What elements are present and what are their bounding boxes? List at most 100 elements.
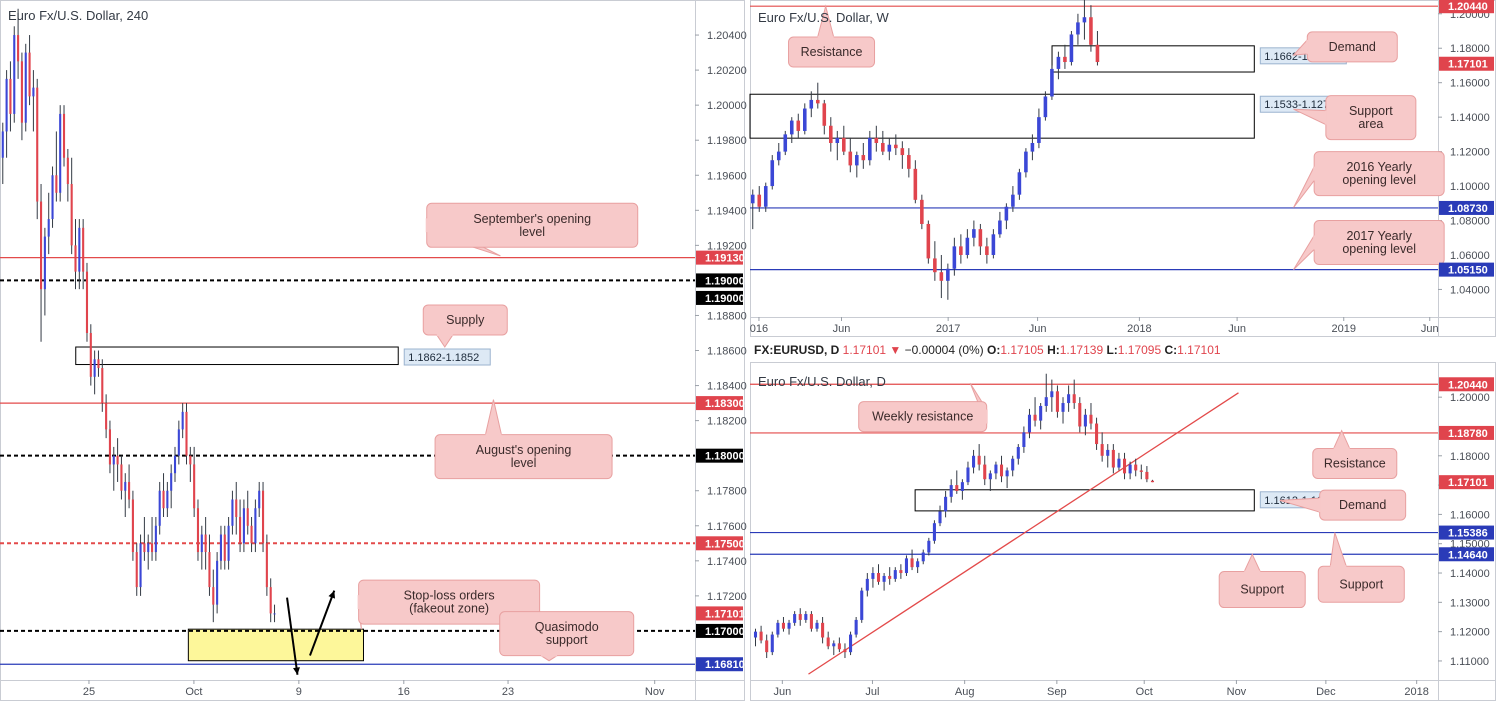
h4-chart-panel[interactable]: 1.20400 1.20200 1.20000 1.19800 1.19600 1.194… [0,0,747,701]
h4-zone-box [75,346,399,366]
h4-arrow-shaft [309,590,336,656]
daily-y-tick-label: 1.16000 [1450,509,1490,521]
h4-candle-body [85,271,89,333]
daily-candle-body [765,640,769,653]
daily-price-tag-label: 1.20440 [1448,379,1488,391]
h4-price-tag [696,657,743,672]
daily-candle-body [966,467,970,483]
h4-candle-body [204,534,207,553]
daily-x-tick-label: Jul [865,686,879,698]
h4-y-tick-label: 1.19200 [707,240,747,252]
daily-candle-body [832,643,836,647]
weekly-candle-body [1063,56,1067,63]
h4-candle-body [265,543,268,588]
h4-candle-body [66,157,69,185]
h4-candle-body [162,490,165,509]
daily-candle-body [871,573,875,579]
daily-x-tick-label: Nov [1227,686,1247,698]
daily-candle-body [932,523,936,541]
h4-candle-body [1,131,4,158]
daily-x-tick-label: Jun [773,686,791,698]
daily-x-tick-label: Oct [1136,686,1153,698]
h4-candle-body [196,508,200,553]
weekly-callout-text: Resistance [801,45,863,59]
daily-candle-body [927,540,931,553]
weekly-chart-panel[interactable]: 1.200001.180001.160001.140001.120001.100… [749,0,1496,337]
daily-price-tag [1439,547,1494,562]
h4-price-tag [696,250,743,265]
weekly-zone-label: 1.1533-1.1278 [1264,99,1335,111]
weekly-candle-body [1069,34,1074,63]
h4-chart-title: Euro Fx/U.S. Dollar, 240 [8,8,148,23]
weekly-price-tag [1439,200,1494,215]
weekly-candle-body [881,142,885,152]
daily-candle-body [781,622,785,629]
daily-candle-body [977,455,981,465]
weekly-callout-text: opening level [1342,242,1416,256]
daily-callout-text: Weekly resistance [872,410,973,424]
h4-y-tick-label: 1.18400 [707,381,747,393]
weekly-candle-body [991,234,996,255]
weekly-candle-body [894,144,898,149]
weekly-candle-body [757,194,762,207]
h4-price-tag-label: 1.17500 [705,538,745,550]
h4-candle-body [231,499,234,526]
daily-candle-body [938,511,942,524]
daily-candle-body [1139,470,1143,472]
daily-chart-panel[interactable]: 1.200001.180001.170001.160001.150001.140… [750,343,1496,701]
weekly-candle-body [1037,117,1041,143]
daily-y-tick-label: 1.11000 [1450,656,1489,668]
h4-candle-body [166,490,169,509]
weekly-candle-body [1056,56,1061,69]
h4-candle-body [246,508,249,526]
daily-chart-title: Euro Fx/U.S. Dollar, D [758,374,886,389]
h4-candle-body [185,411,188,456]
weekly-candle-body [965,237,970,255]
daily-candle-body [949,485,953,497]
h4-candle-body [173,455,177,474]
daily-y-tick-label: 1.13000 [1450,597,1490,609]
weekly-x-tick-label: 016 [750,323,768,335]
h4-candle-body [200,534,203,553]
daily-candle-body [1122,458,1127,474]
daily-candle-body [826,637,830,647]
daily-candle-body [1011,458,1015,471]
weekly-candle-body [907,155,911,169]
weekly-candle-body [887,144,892,152]
weekly-price-tag-label: 1.05150 [1448,265,1488,277]
h4-candle-body [55,175,58,193]
weekly-candle-body [874,137,879,143]
weekly-callout-text: Support [1349,104,1393,118]
h4-candle-body [82,227,85,272]
weekly-y-tick-label: 1.18000 [1450,43,1490,55]
h4-price-tag [696,536,743,551]
h4-candle-body [143,543,146,553]
h4-candle-body [112,455,115,465]
weekly-callout-text: Demand [1329,40,1376,54]
weekly-candle-body [848,151,853,166]
h4-x-tick-label: 16 [398,686,410,698]
h4-callout-text: Stop-loss orders [404,589,495,603]
daily-candle-body [882,575,886,582]
weekly-candle-body [1043,96,1048,118]
daily-candle-body [1039,405,1043,421]
h4-candle-body [131,499,134,553]
daily-candle-body [787,622,791,629]
weekly-candle-body [1095,44,1100,63]
weekly-callout-text: 2017 Yearly [1346,229,1412,243]
h4-candle-body [120,464,123,491]
weekly-candle-body [946,268,950,281]
weekly-candle-body [802,108,807,131]
h4-y-tick-label: 1.18800 [707,310,747,322]
weekly-price-tag [1439,0,1494,14]
h4-candle-body [181,411,184,430]
daily-candle-body [893,570,897,579]
daily-zone-box [914,489,1255,512]
daily-candle-body [904,558,909,574]
weekly-x-tick-label: Jun [833,323,851,335]
weekly-candle-body [1089,17,1093,45]
daily-candle-body [921,552,925,562]
weekly-candle-body [783,134,788,152]
daily-candle-body [759,631,763,641]
